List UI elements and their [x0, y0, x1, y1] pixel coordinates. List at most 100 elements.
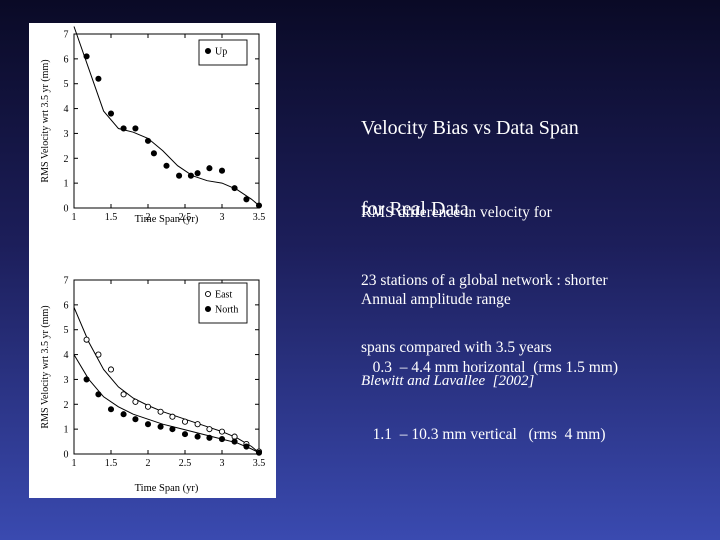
data-point-up [206, 165, 213, 172]
data-point-up [176, 172, 183, 179]
data-point-east [231, 433, 238, 440]
data-point-up [144, 137, 152, 144]
data-point-north [107, 406, 115, 413]
y-axis-label: RMS Velocity wrt 3.5 yr (mm) [40, 59, 51, 182]
data-point-north [206, 434, 213, 441]
data-point-east [157, 408, 164, 415]
fit-line [73, 354, 260, 454]
data-point-north [181, 431, 189, 438]
data-point-east [95, 351, 102, 358]
data-point-up [83, 53, 90, 60]
data-point-up [231, 185, 238, 192]
slide-title-line: for Real Data [361, 198, 469, 220]
legend-marker-east [204, 290, 212, 298]
y-tick-label: 1 [64, 179, 69, 190]
y-tick-label: 4 [64, 104, 69, 115]
data-point-north [243, 443, 250, 450]
data-point-up [107, 110, 115, 117]
data-point-up [95, 75, 102, 82]
annual-amplitude-line: 0.3 – 4.4 mm horizontal (rms 1.5 mm) [361, 358, 619, 376]
data-point-north [194, 433, 201, 440]
data-point-up [120, 125, 127, 132]
y-tick-label: 0 [64, 204, 69, 215]
annual-amplitude-text: Annual amplitude range 0.3 – 4.4 mm hori… [361, 244, 618, 469]
y-tick-label: 7 [64, 30, 69, 41]
data-point-north [255, 449, 263, 456]
slide-title: Velocity Bias vs Data Span for Real Data [361, 61, 579, 250]
annual-amplitude-line: Annual amplitude range [361, 291, 511, 308]
data-point-north [144, 421, 152, 428]
rms-description-line: spans compared with 3.5 years [361, 339, 552, 356]
data-point-east [144, 403, 152, 410]
data-point-up [150, 150, 157, 157]
legend-label-up: Up [215, 47, 227, 58]
data-point-up [163, 162, 170, 169]
rms-description-line: 23 stations of a global network : shorte… [361, 271, 608, 289]
data-point-north [169, 426, 176, 433]
data-point-east [194, 421, 201, 428]
y-tick-label: 3 [64, 375, 69, 386]
y-tick-label: 3 [64, 129, 69, 140]
data-point-up [194, 170, 201, 177]
x-axis-label: Time Span (yr) [135, 214, 199, 225]
data-point-east [181, 418, 189, 425]
data-point-up [187, 172, 194, 179]
rms-description-line: RMS difference in velocity for [361, 204, 552, 221]
y-tick-label: 4 [64, 350, 69, 361]
data-point-north [132, 416, 139, 423]
y-axis-label: RMS Velocity wrt 3.5 yr (mm) [40, 305, 51, 428]
data-point-north [120, 411, 127, 418]
x-tick-label: 1 [72, 458, 77, 469]
y-tick-label: 7 [64, 276, 69, 287]
x-tick-label: 2.5 [179, 458, 192, 469]
y-tick-label: 1 [64, 425, 69, 436]
x-axis-label: Time Span (yr) [135, 483, 199, 494]
y-tick-label: 5 [64, 79, 69, 90]
x-tick-label: 3.5 [253, 458, 266, 469]
data-point-east [218, 428, 226, 435]
x-tick-label: 3 [220, 212, 225, 223]
legend-label-east: East [215, 290, 232, 301]
y-tick-label: 2 [64, 154, 69, 165]
data-point-east [206, 426, 213, 433]
x-tick-label: 2.5 [179, 212, 192, 223]
x-tick-label: 1.5 [105, 212, 118, 223]
data-point-up [132, 125, 139, 132]
legend-label-north: North [215, 305, 238, 316]
y-tick-label: 6 [64, 54, 69, 65]
figure-panel: 1 1.5 2 2.5 3 3.5 0 1 2 3 4 5 6 7 Time Span (yr) RMS Ve… [29, 23, 276, 498]
legend-marker-north [204, 305, 212, 313]
x-tick-label: 2 [146, 212, 151, 223]
legend-marker-up [204, 47, 212, 55]
y-tick-label: 5 [64, 325, 69, 336]
y-tick-label: 2 [64, 400, 69, 411]
data-point-east [120, 391, 127, 398]
data-point-east [83, 336, 90, 343]
data-point-up [218, 167, 226, 174]
citation: Blewitt and Lavallee [2002] [361, 373, 535, 389]
data-point-north [83, 376, 90, 383]
x-tick-label: 1.5 [105, 458, 118, 469]
data-point-north [231, 438, 238, 445]
slide-title-line: Velocity Bias vs Data Span [361, 117, 579, 139]
rms-description: RMS difference in velocity for 23 statio… [361, 157, 608, 382]
annual-amplitude-line: 1.1 – 10.3 mm vertical (rms 4 mm) [361, 426, 606, 443]
plot-frame [73, 33, 260, 209]
fit-line [73, 307, 260, 454]
data-point-east [107, 366, 115, 373]
data-point-east [132, 398, 139, 405]
data-point-north [95, 391, 102, 398]
y-tick-label: 6 [64, 300, 69, 311]
x-tick-label: 1 [72, 212, 77, 223]
x-tick-label: 3.5 [253, 212, 266, 223]
x-tick-label: 3 [220, 458, 225, 469]
data-point-north [157, 423, 164, 430]
data-point-up [243, 196, 250, 203]
plot-frame [73, 279, 260, 455]
data-point-north [218, 436, 226, 443]
data-point-up [255, 202, 263, 209]
y-tick-label: 0 [64, 450, 69, 461]
data-point-east [169, 413, 176, 420]
legend-box [198, 282, 248, 324]
